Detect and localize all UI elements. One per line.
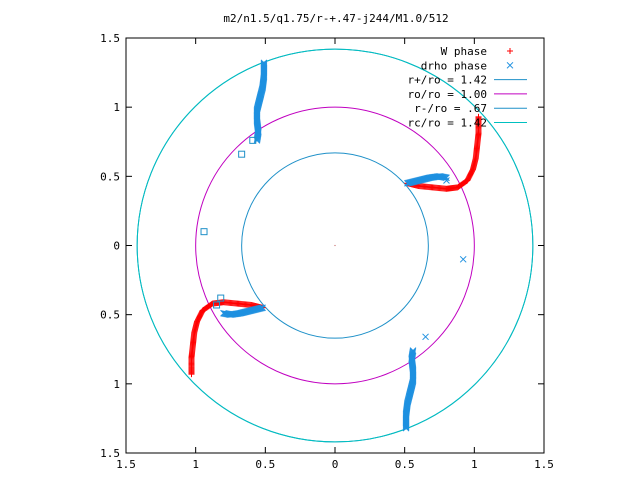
drho-phase-point [440,173,447,181]
drho-phase-point [439,173,446,181]
legend-label: W phase [441,45,487,58]
legend-label: rc/ro = 1.42 [408,117,487,130]
drho-phase-point [402,421,410,429]
drho-phase-point [422,333,429,341]
drho-phase-point [402,422,410,430]
x-tick-label: 0 [332,458,339,471]
radius-circle [136,48,534,443]
drho-phase-point [224,310,231,318]
y-tick-label: 1 [113,101,120,114]
chart-title: m2/n1.5/q1.75/r-+.47-j244/M1.0/512 [223,12,448,25]
square-marker [249,136,257,144]
legend-label: r-/ro = .67 [414,102,487,115]
square-marker [217,294,225,302]
drho-phase-point [443,174,450,182]
drho-phase-point [260,60,268,68]
drho-phase-point [260,61,268,69]
y-tick-label: 1.5 [100,32,120,45]
y-tick-label: 1.5 [100,447,120,460]
y-tick-label: 1 [113,378,120,391]
drho-phase-point [222,310,229,318]
drho-phase-point [260,59,268,67]
center-dot [334,244,336,247]
radius-circle [195,106,475,385]
drho-phase-point [443,177,450,184]
drho-phase-point [221,310,228,317]
x-tick-label: 1 [471,458,478,471]
x-tick-label: 0.5 [395,458,415,471]
square-marker [200,228,208,236]
square-marker [238,150,246,158]
drho-phase-point [220,309,227,317]
legend-label: drho phase [421,59,487,72]
radius-circles [136,48,534,443]
radius-circle [241,152,429,339]
legend-label: r+/ro = 1.42 [408,74,487,87]
y-tick-label: 0.5 [100,309,120,322]
x-tick-label: 1.5 [534,458,554,471]
x-tick-label: 1.5 [116,458,136,471]
x-tick-label: 1 [192,458,199,471]
drho-phase-point [402,423,410,431]
y-tick-label: 0.5 [100,170,120,183]
square-marker [213,301,221,309]
legend-marker [506,61,514,69]
x-tick-label: 0.5 [255,458,275,471]
drho-phase-point [441,173,448,181]
drho-phase-point [402,424,410,432]
drho-phase-point [223,310,230,318]
y-tick-label: 0 [113,240,120,253]
drho-phase-point [260,62,268,70]
drho-phase-point [442,174,449,181]
legend-label: ro/ro = 1.00 [408,88,487,101]
drho-phase-point [459,255,467,263]
data-points [188,59,482,432]
